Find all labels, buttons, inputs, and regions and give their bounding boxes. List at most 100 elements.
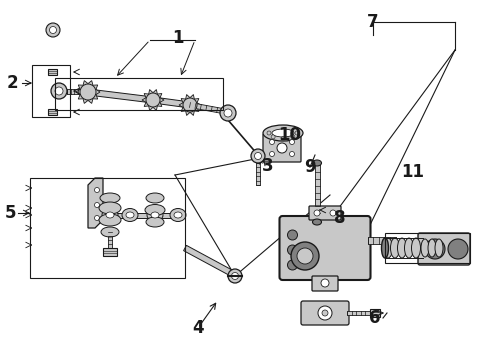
Text: 1: 1 [172,29,184,47]
Circle shape [146,93,160,107]
Ellipse shape [146,193,164,203]
Circle shape [295,131,299,135]
Circle shape [314,210,320,216]
Ellipse shape [99,202,121,214]
Bar [370,309,380,317]
Ellipse shape [405,238,414,258]
FancyBboxPatch shape [301,301,349,325]
Circle shape [297,248,313,264]
Circle shape [183,98,197,112]
Ellipse shape [174,212,182,218]
Bar [30,178,185,278]
Polygon shape [347,311,370,315]
Polygon shape [88,178,103,228]
Ellipse shape [99,214,121,226]
Circle shape [270,152,274,157]
Circle shape [448,239,468,259]
Ellipse shape [151,212,159,218]
Circle shape [290,152,294,157]
Circle shape [288,230,297,240]
FancyBboxPatch shape [418,233,470,265]
Circle shape [95,202,99,207]
Ellipse shape [384,238,392,258]
Ellipse shape [428,239,436,257]
Circle shape [55,87,63,95]
Circle shape [291,242,319,270]
Text: 5: 5 [4,204,16,222]
Ellipse shape [100,193,120,203]
Bar [32,65,70,117]
Circle shape [291,135,295,139]
Text: 9: 9 [304,158,316,176]
Ellipse shape [397,238,407,258]
Circle shape [95,188,99,193]
Ellipse shape [272,129,294,137]
Circle shape [228,269,242,283]
Polygon shape [88,89,153,103]
Circle shape [270,140,274,144]
Ellipse shape [263,125,303,141]
Circle shape [271,135,275,139]
Bar [103,248,117,256]
Ellipse shape [122,208,138,221]
Polygon shape [152,97,191,108]
Text: 2: 2 [6,74,18,92]
Polygon shape [179,95,201,116]
Polygon shape [315,165,319,220]
Text: 11: 11 [401,163,424,181]
FancyBboxPatch shape [263,134,301,162]
Circle shape [318,306,332,320]
Circle shape [425,239,445,259]
Circle shape [322,310,328,316]
Polygon shape [256,163,260,185]
Circle shape [290,140,294,144]
Circle shape [231,273,239,279]
Text: 3: 3 [262,157,274,175]
Ellipse shape [147,208,163,221]
Polygon shape [368,237,395,243]
Text: 10: 10 [278,126,301,144]
Polygon shape [76,81,100,103]
Polygon shape [184,246,237,278]
Circle shape [277,143,287,153]
Circle shape [95,216,99,220]
Ellipse shape [170,208,186,221]
Ellipse shape [106,212,114,218]
Bar [48,109,56,115]
FancyBboxPatch shape [312,276,338,291]
Ellipse shape [145,204,165,216]
Circle shape [80,84,96,100]
Polygon shape [142,90,164,111]
Bar [55,78,223,110]
Circle shape [281,136,285,140]
Polygon shape [67,89,85,94]
Circle shape [267,131,271,135]
Polygon shape [103,212,185,217]
Ellipse shape [435,239,443,257]
Circle shape [224,109,232,117]
Circle shape [288,245,297,255]
FancyBboxPatch shape [309,206,341,220]
Polygon shape [190,103,228,114]
Ellipse shape [391,238,399,258]
Circle shape [321,279,329,287]
Circle shape [288,260,297,270]
Circle shape [46,23,60,37]
Bar [385,233,470,263]
Ellipse shape [382,238,389,258]
FancyBboxPatch shape [279,216,370,280]
Ellipse shape [146,217,164,227]
Ellipse shape [101,227,119,237]
Circle shape [220,105,236,121]
Circle shape [251,149,265,163]
Ellipse shape [412,238,420,258]
Bar [48,69,56,75]
Circle shape [254,153,262,159]
Polygon shape [108,232,112,248]
Text: 8: 8 [334,209,346,227]
Ellipse shape [102,208,118,221]
Circle shape [49,27,56,33]
Circle shape [51,83,67,99]
Ellipse shape [313,219,321,225]
Ellipse shape [126,212,134,218]
